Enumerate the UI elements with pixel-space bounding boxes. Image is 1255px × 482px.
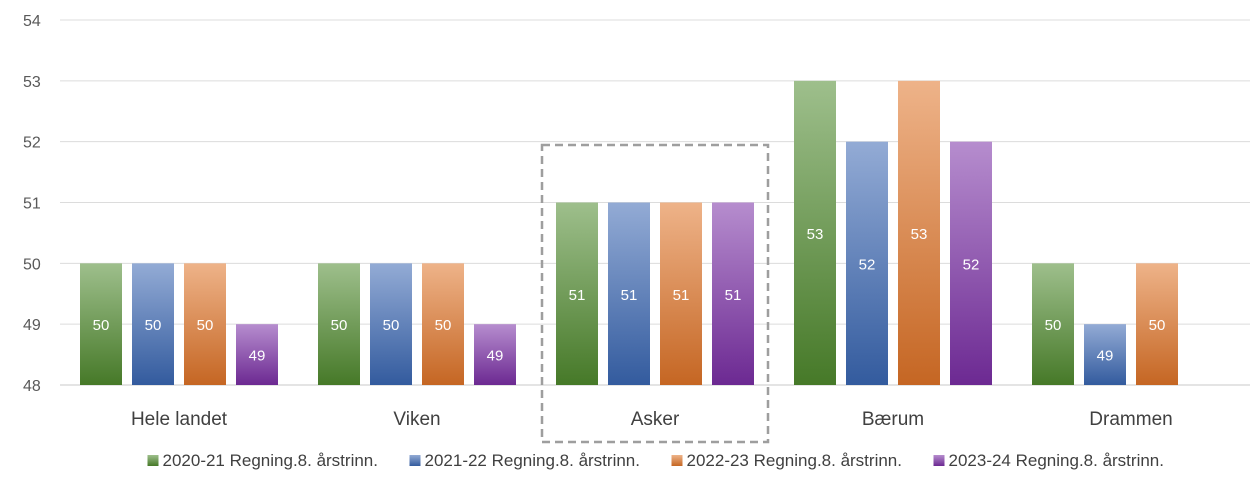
data-label: 49 bbox=[487, 348, 504, 365]
bars bbox=[80, 80, 1178, 385]
y-tick-label: 48 bbox=[23, 378, 41, 395]
data-label: 50 bbox=[93, 317, 110, 334]
x-tick-label: Bærum bbox=[862, 409, 924, 430]
bar-asker-series-2 bbox=[608, 202, 650, 385]
legend-swatch bbox=[409, 455, 421, 466]
bar-asker-series-4 bbox=[712, 202, 754, 385]
legend-label: 2022-23 Regning.8. årstrinn. bbox=[687, 451, 902, 470]
bar-baerum-series-4 bbox=[950, 141, 992, 385]
bar-drammen-series-3 bbox=[1136, 263, 1178, 385]
legend-swatch bbox=[147, 455, 159, 466]
data-label: 49 bbox=[249, 348, 266, 365]
bar-baerum-series-2 bbox=[846, 141, 888, 385]
data-label: 52 bbox=[859, 256, 876, 273]
x-axis-ticks: Hele landet Viken Asker Bærum Drammen bbox=[131, 409, 1173, 430]
legend: 2020-21 Regning.8. årstrinn. 2021-22 Regn… bbox=[147, 451, 1164, 470]
bar-hele-landet-series-4 bbox=[236, 324, 278, 385]
data-label: 49 bbox=[1097, 348, 1114, 365]
bar-asker-series-3 bbox=[660, 202, 702, 385]
bar-viken-series-4 bbox=[474, 324, 516, 385]
data-label: 51 bbox=[621, 287, 638, 304]
x-tick-label: Hele landet bbox=[131, 409, 228, 430]
x-tick-label: Drammen bbox=[1089, 409, 1172, 430]
data-label: 53 bbox=[807, 226, 824, 243]
data-label: 50 bbox=[1045, 317, 1062, 334]
bar-baerum-series-3 bbox=[898, 80, 940, 385]
y-tick-label: 50 bbox=[23, 256, 41, 273]
bar-asker-series-1 bbox=[556, 202, 598, 385]
bar-viken-series-1 bbox=[318, 263, 360, 385]
data-label: 50 bbox=[145, 317, 162, 334]
legend-label: 2021-22 Regning.8. årstrinn. bbox=[425, 451, 640, 470]
legend-label: 2023-24 Regning.8. årstrinn. bbox=[949, 451, 1164, 470]
bar-hele-landet-series-3 bbox=[184, 263, 226, 385]
data-label: 50 bbox=[1149, 317, 1166, 334]
highlight-box bbox=[540, 143, 770, 444]
data-label: 50 bbox=[197, 317, 214, 334]
data-label: 50 bbox=[435, 317, 452, 334]
bar-hele-landet-series-2 bbox=[132, 263, 174, 385]
y-tick-label: 51 bbox=[23, 196, 41, 213]
data-label: 50 bbox=[383, 317, 400, 334]
legend-label: 2020-21 Regning.8. årstrinn. bbox=[163, 451, 378, 470]
legend-swatch bbox=[933, 455, 945, 466]
data-label: 52 bbox=[963, 256, 980, 273]
highlight-box bbox=[540, 143, 770, 444]
y-tick-label: 54 bbox=[23, 13, 41, 30]
bar-viken-series-2 bbox=[370, 263, 412, 385]
data-label: 50 bbox=[331, 317, 348, 334]
data-label: 51 bbox=[569, 287, 586, 304]
bar-baerum-series-1 bbox=[794, 80, 836, 385]
x-tick-label: Viken bbox=[393, 409, 440, 430]
data-label: 51 bbox=[725, 287, 742, 304]
bar-hele-landet-series-1 bbox=[80, 263, 122, 385]
bar-drammen-series-1 bbox=[1032, 263, 1074, 385]
y-axis-ticks: 48 49 50 51 52 53 54 bbox=[23, 13, 41, 395]
bar-drammen-series-2 bbox=[1084, 324, 1126, 385]
bar-viken-series-3 bbox=[422, 263, 464, 385]
x-tick-label: Asker bbox=[631, 409, 680, 430]
y-tick-label: 49 bbox=[23, 317, 41, 334]
data-label: 51 bbox=[673, 287, 690, 304]
data-labels: 50 50 50 49 50 50 50 49 51 51 51 51 53 52 53 52 50 49 50 bbox=[93, 226, 1166, 365]
data-label: 53 bbox=[911, 226, 928, 243]
y-tick-label: 52 bbox=[23, 135, 41, 152]
legend-swatch bbox=[671, 455, 683, 466]
y-tick-label: 53 bbox=[23, 74, 41, 91]
